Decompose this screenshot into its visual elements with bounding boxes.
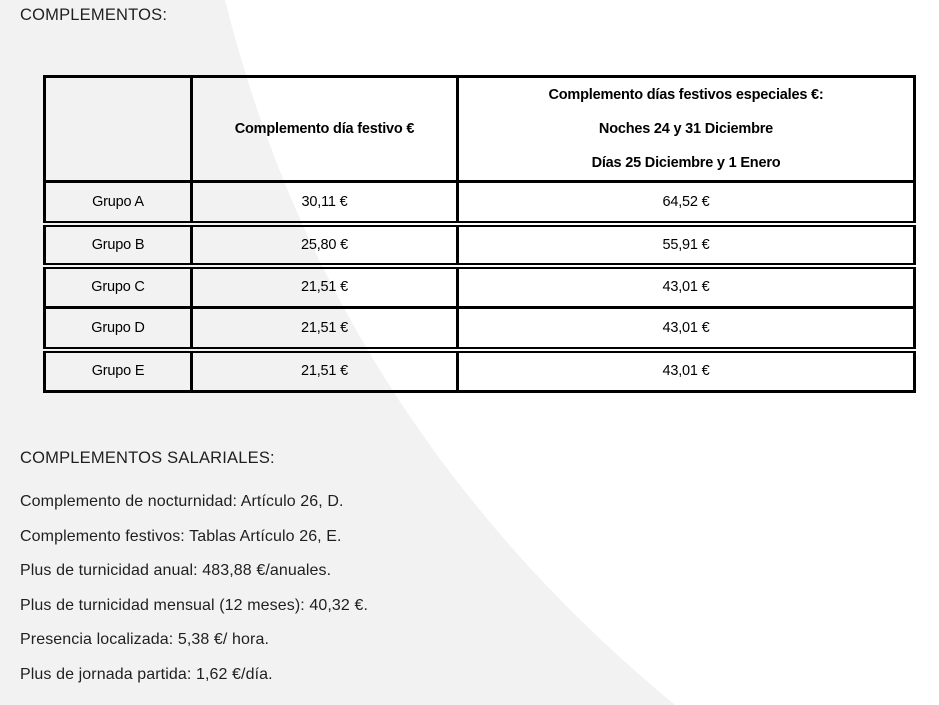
especial-value: 55,91 € <box>456 220 915 266</box>
salariales-item-festivos: Complemento festivos: Tablas Artículo 26… <box>20 527 342 545</box>
complementos-table: Complemento día festivo € Complemento dí… <box>43 75 916 393</box>
header-especiales-line-1: Complemento días festivos especiales €: <box>548 87 824 103</box>
festivo-value: 21,51 € <box>190 346 458 392</box>
salariales-item-nocturnidad: Complemento de nocturnidad: Artículo 26,… <box>20 493 344 510</box>
header-cell-empty <box>45 77 192 182</box>
festivo-value: 30,11 € <box>190 180 458 224</box>
page-title: COMPLEMENTOS: <box>20 6 168 24</box>
salariales-item-turnicidad-anual: Plus de turnicidad anual: 483,88 €/anual… <box>20 562 332 579</box>
especial-value: 43,01 € <box>456 262 915 308</box>
group-label: Grupo E <box>44 346 192 392</box>
group-label: Grupo B <box>44 220 192 266</box>
especial-value: 43,01 € <box>456 346 915 392</box>
header-cell-especiales: Complemento días festivos especiales €: … <box>456 76 915 182</box>
salariales-item-turnicidad-mensual: Plus de turnicidad mensual (12 meses): 4… <box>20 596 368 614</box>
festivo-value: 21,51 € <box>190 262 458 308</box>
salariales-item-presencia-localizada: Presencia localizada: 5,38 €/ hora. <box>20 631 269 648</box>
festivo-value: 25,80 € <box>190 220 458 266</box>
table-row-grupo-a: Grupo A 30,11 € 64,52 € <box>44 180 915 224</box>
especial-value: 64,52 € <box>456 180 915 224</box>
group-label: Grupo A <box>44 180 192 224</box>
group-label: Grupo D <box>44 306 192 350</box>
group-label: Grupo C <box>44 262 192 308</box>
header-especiales-line-2: Noches 24 y 31 Diciembre <box>598 121 774 137</box>
especial-value: 43,01 € <box>456 306 915 350</box>
table-row-grupo-b: Grupo B 25,80 € 55,91 € <box>44 220 915 266</box>
table-row-grupo-c: Grupo C 21,51 € 43,01 € <box>44 262 915 308</box>
complementos-salariales-section: COMPLEMENTOS SALARIALES: Complemento de … <box>20 449 720 700</box>
header-especiales-line-3: Días 25 Diciembre y 1 Enero <box>591 155 781 171</box>
festivo-value: 21,51 € <box>190 306 458 350</box>
table-row-grupo-e: Grupo E 21,51 € 43,01 € <box>44 346 915 392</box>
header-cell-festivo: Complemento día festivo € <box>190 76 458 182</box>
salariales-heading: COMPLEMENTOS SALARIALES: <box>20 449 275 467</box>
salariales-item-jornada-partida: Plus de jornada partida: 1,62 €/día. <box>20 665 273 683</box>
table-row-grupo-d: Grupo D 21,51 € 43,01 € <box>44 306 915 350</box>
table-header-row: Complemento día festivo € Complemento dí… <box>45 76 915 182</box>
